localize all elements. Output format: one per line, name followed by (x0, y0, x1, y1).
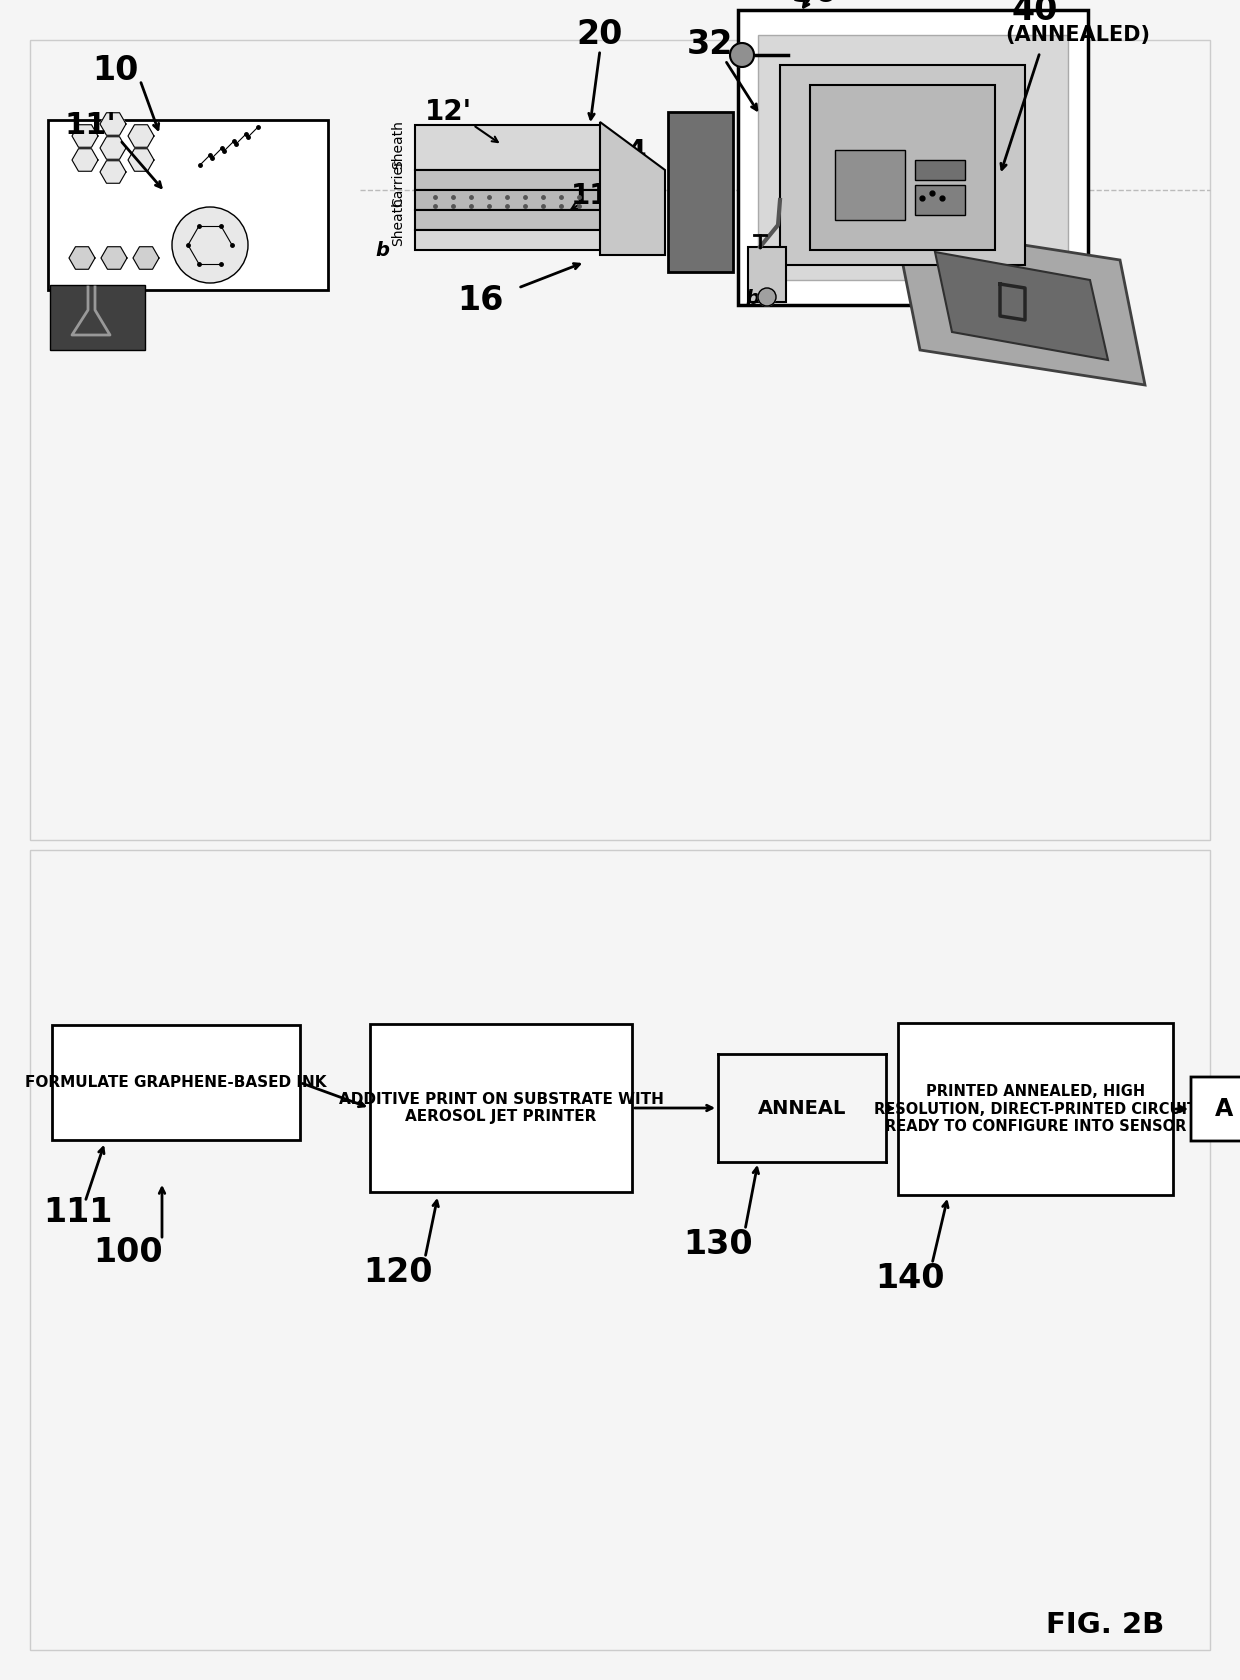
Polygon shape (72, 150, 98, 171)
Bar (915, 160, 965, 180)
Bar (758, 35, 1068, 281)
Bar (810, 86, 994, 250)
Polygon shape (128, 124, 154, 148)
Text: PRINTED ANNEALED, HIGH
RESOLUTION, DIRECT-PRINTED CIRCUIT
READY TO CONFIGURE INT: PRINTED ANNEALED, HIGH RESOLUTION, DIREC… (874, 1084, 1197, 1134)
Text: ANNEAL: ANNEAL (758, 1099, 846, 1117)
Circle shape (730, 44, 754, 67)
Text: 10: 10 (92, 54, 138, 86)
Polygon shape (72, 124, 98, 148)
Polygon shape (100, 113, 126, 136)
Bar (370, 1025, 632, 1193)
Polygon shape (935, 252, 1109, 360)
Text: (ANNEALED): (ANNEALED) (1006, 25, 1151, 45)
Polygon shape (415, 170, 655, 190)
Text: 130: 130 (683, 1228, 753, 1262)
Text: Carrier: Carrier (391, 160, 405, 207)
Text: 11': 11' (570, 181, 618, 210)
Circle shape (172, 207, 248, 282)
Circle shape (758, 287, 776, 306)
Text: 30: 30 (792, 0, 838, 8)
Text: Sheath: Sheath (391, 198, 405, 247)
Text: 40: 40 (1012, 0, 1058, 27)
Bar (52, 1025, 300, 1141)
Text: ADDITIVE PRINT ON SUBSTRATE WITH
AEROSOL JET PRINTER: ADDITIVE PRINT ON SUBSTRATE WITH AEROSOL… (339, 1092, 663, 1124)
Polygon shape (69, 247, 95, 269)
Text: 100: 100 (93, 1235, 162, 1268)
Text: A: A (1215, 1097, 1233, 1121)
Polygon shape (415, 230, 655, 250)
Bar (48, 119, 329, 291)
Polygon shape (415, 124, 655, 170)
Text: 11': 11' (64, 111, 115, 139)
Text: 14: 14 (609, 138, 647, 166)
Bar (30, 40, 1210, 840)
Text: 16: 16 (456, 284, 503, 316)
Text: FIG. 2B: FIG. 2B (1045, 1611, 1164, 1640)
Text: b: b (374, 240, 389, 259)
Bar (780, 66, 1025, 265)
Text: 12': 12' (424, 97, 471, 126)
Bar (30, 850, 1210, 1650)
Text: 120: 120 (363, 1255, 433, 1289)
Text: 140: 140 (875, 1262, 945, 1295)
Bar (748, 247, 786, 302)
Text: Sheath: Sheath (391, 121, 405, 170)
Polygon shape (100, 136, 126, 160)
Text: b: b (745, 289, 759, 307)
Polygon shape (415, 190, 655, 210)
Polygon shape (128, 150, 154, 171)
Polygon shape (100, 161, 126, 183)
Polygon shape (895, 225, 1145, 385)
Text: FORMULATE GRAPHENE-BASED INK: FORMULATE GRAPHENE-BASED INK (25, 1075, 327, 1090)
Polygon shape (600, 123, 665, 255)
Polygon shape (415, 210, 655, 230)
Text: 32: 32 (687, 29, 733, 62)
Bar (50, 286, 145, 349)
Bar (738, 10, 1087, 306)
Bar (668, 113, 733, 272)
Bar (835, 150, 905, 220)
Bar (915, 185, 965, 215)
Polygon shape (1190, 1077, 1240, 1141)
Polygon shape (133, 247, 159, 269)
Polygon shape (100, 247, 126, 269)
Bar (898, 1023, 1173, 1194)
Text: 111: 111 (43, 1196, 113, 1228)
Text: 20: 20 (577, 18, 624, 52)
